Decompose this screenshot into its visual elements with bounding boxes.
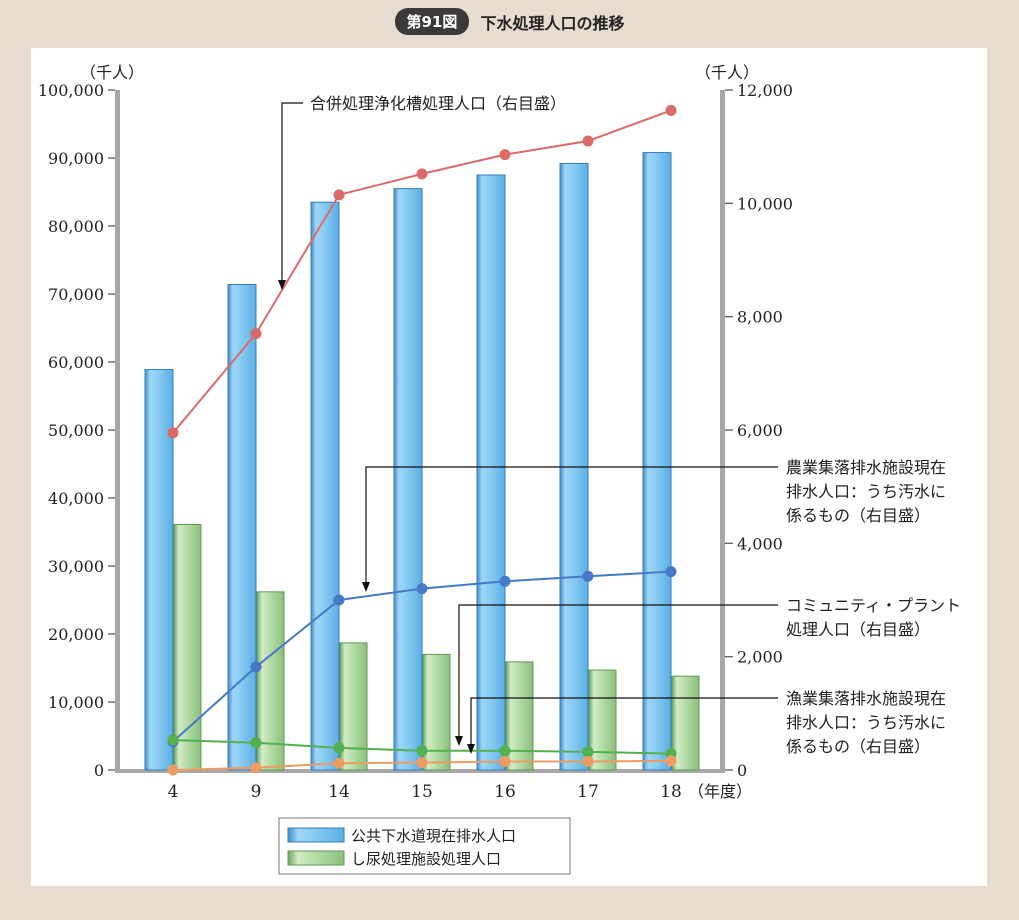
left-tick-label: 70,000 xyxy=(48,285,104,304)
line-community-point xyxy=(416,745,428,757)
right-tick-label: 6,000 xyxy=(737,421,783,440)
x-tick-label: 14 xyxy=(328,782,350,802)
line-gyogyou-point xyxy=(167,764,179,776)
left-tick-label: 50,000 xyxy=(48,421,104,440)
line-community-point xyxy=(582,746,594,758)
annotation-nougyou-leader xyxy=(365,466,778,590)
bar-night-soil xyxy=(505,661,534,771)
left-tick-label: 30,000 xyxy=(48,557,104,576)
line-gyogyou-point xyxy=(582,756,594,767)
annotation-community-arrow xyxy=(455,736,463,746)
right-axis-unit: （千人） xyxy=(695,63,759,82)
right-tick-label: 0 xyxy=(737,761,747,780)
bar-night-soil xyxy=(173,524,202,771)
left-tick-label: 10,000 xyxy=(48,693,104,712)
annotation-gappei-arrow xyxy=(278,280,286,290)
annotation-community-label: コミュニティ・プラント xyxy=(786,596,961,615)
legend-swatch-night-soil xyxy=(287,850,345,866)
line-gyogyou-point xyxy=(665,755,677,767)
annotation-nougyou-label: 排水人口：うち汚水に xyxy=(786,482,946,501)
bar-sewer xyxy=(310,201,340,771)
line-gappei-point xyxy=(499,149,511,161)
bar-sewer xyxy=(393,188,423,771)
left-tick-label: 60,000 xyxy=(48,353,104,372)
right-tick-label: 4,000 xyxy=(737,534,783,553)
line-nougyou-point xyxy=(665,566,677,578)
left-tick-label: 100,000 xyxy=(38,81,104,100)
annotation-nougyou-label: 係るもの（右目盛） xyxy=(786,506,930,525)
bar-night-soil xyxy=(339,642,368,771)
annotation-gyogyou-label: 漁業集落排水施設現在 xyxy=(786,689,946,708)
line-nougyou-point xyxy=(582,570,594,582)
right-axis-line xyxy=(720,90,725,772)
annotation-community-label: 処理人口（右目盛） xyxy=(786,620,930,639)
x-axis-line xyxy=(115,769,725,773)
line-gappei-point xyxy=(665,104,677,116)
x-tick-label: 18 xyxy=(660,782,682,802)
left-axis-unit: （千人） xyxy=(80,63,144,82)
bar-night-soil xyxy=(671,675,700,771)
line-gyogyou-point xyxy=(416,757,428,769)
x-tick-label: 15 xyxy=(411,782,433,802)
right-tick-label: 8,000 xyxy=(737,308,783,327)
bar-sewer xyxy=(227,283,257,771)
x-axis-unit: （年度） xyxy=(688,782,752,801)
legend-swatch-sewer xyxy=(287,827,345,843)
annotation-gyogyou-label: 排水人口：うち汚水に xyxy=(786,713,946,732)
right-tick-label: 12,000 xyxy=(737,81,793,100)
left-tick-label: 80,000 xyxy=(48,217,104,236)
figure-title: 下水処理人口の推移 xyxy=(480,13,625,33)
annotation-gyogyou-leader xyxy=(470,697,778,752)
left-tick-label: 0 xyxy=(94,761,104,780)
line-gappei-point xyxy=(582,135,594,147)
figure-header: 第91図 下水処理人口の推移 xyxy=(0,8,1019,38)
right-tick-label: 10,000 xyxy=(737,194,793,213)
bar-sewer xyxy=(476,174,506,771)
x-tick-label: 16 xyxy=(494,782,516,802)
annotation-gyogyou-arrow xyxy=(467,744,475,754)
x-tick-label: 9 xyxy=(251,782,262,802)
line-nougyou-point xyxy=(250,661,262,673)
line-gappei-point xyxy=(333,189,345,201)
line-community-point xyxy=(250,737,262,749)
line-gappei-point xyxy=(416,168,428,180)
annotation-gappei-label: 合併処理浄化槽処理人口（右目盛） xyxy=(310,94,566,113)
annotation-nougyou-label: 農業集落排水施設現在 xyxy=(786,458,946,477)
annotation-nougyou-arrow xyxy=(362,582,370,592)
bar-night-soil xyxy=(256,591,285,771)
line-community-point xyxy=(167,734,179,746)
left-axis-line xyxy=(115,90,120,772)
line-gyogyou-point xyxy=(250,762,262,774)
line-gyogyou-point xyxy=(499,756,511,767)
annotation-community-leader xyxy=(458,604,778,744)
line-community-point xyxy=(333,742,345,754)
right-tick-label: 2,000 xyxy=(737,648,783,667)
line-gappei-point xyxy=(167,427,179,439)
annotation-gappei-leader xyxy=(281,102,303,288)
line-community-point xyxy=(499,745,511,757)
bar-night-soil xyxy=(588,669,617,771)
left-tick-label: 20,000 xyxy=(48,625,104,644)
left-tick-label: 90,000 xyxy=(48,149,104,168)
left-tick-label: 40,000 xyxy=(48,489,104,508)
annotation-gyogyou-label: 係るもの（右目盛） xyxy=(786,737,930,756)
figure-number-badge: 第91図 xyxy=(394,8,470,35)
legend-label-night-soil: し尿処理施設処理人口 xyxy=(351,850,501,868)
line-gyogyou-point xyxy=(333,757,345,769)
bar-sewer xyxy=(642,152,672,771)
x-tick-label: 4 xyxy=(168,782,179,802)
bar-sewer xyxy=(144,368,174,771)
line-nougyou-point xyxy=(333,594,345,606)
line-gappei-point xyxy=(250,328,262,340)
line-nougyou-point xyxy=(416,583,428,595)
legend-label-sewer: 公共下水道現在排水人口 xyxy=(351,827,516,845)
line-nougyou-point xyxy=(499,575,511,587)
x-tick-label: 17 xyxy=(577,782,599,802)
